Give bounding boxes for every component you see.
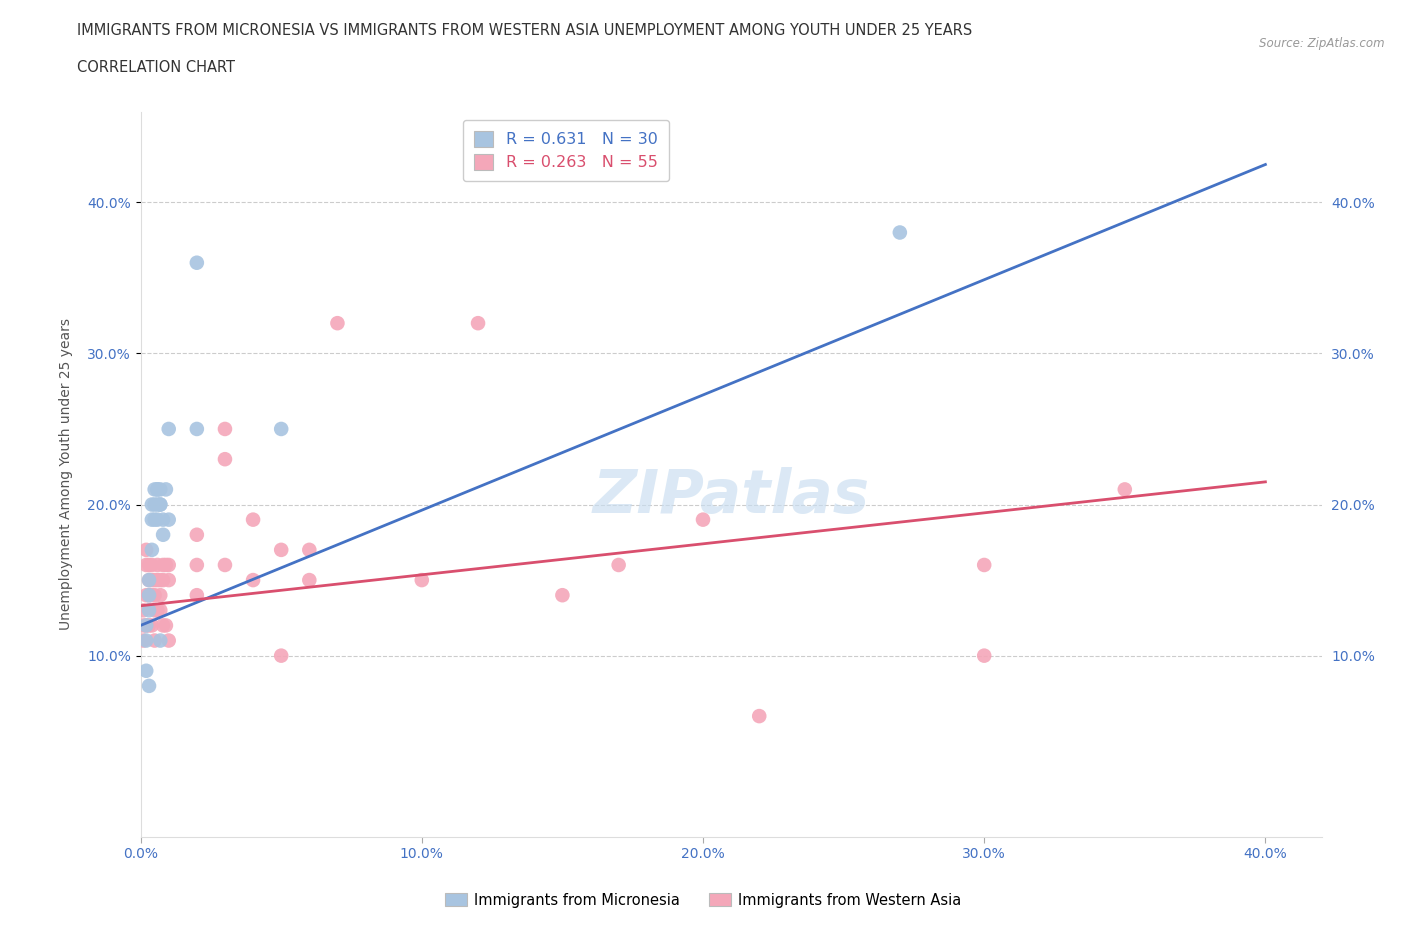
Point bbox=[141, 542, 163, 557]
Legend: R = 0.631   N = 30, R = 0.263   N = 55: R = 0.631 N = 30, R = 0.263 N = 55 bbox=[463, 120, 669, 181]
Point bbox=[143, 482, 166, 497]
Point bbox=[138, 679, 160, 694]
Point bbox=[132, 603, 155, 618]
Point bbox=[152, 618, 174, 633]
Point bbox=[143, 633, 166, 648]
Point bbox=[270, 648, 292, 663]
Point bbox=[146, 482, 169, 497]
Point bbox=[135, 633, 157, 648]
Point bbox=[143, 588, 166, 603]
Point bbox=[186, 527, 208, 542]
Point bbox=[149, 498, 172, 512]
Text: CORRELATION CHART: CORRELATION CHART bbox=[77, 60, 235, 75]
Point bbox=[270, 542, 292, 557]
Point bbox=[186, 421, 208, 436]
Point bbox=[138, 558, 160, 573]
Point bbox=[143, 603, 166, 618]
Point bbox=[152, 527, 174, 542]
Point bbox=[146, 573, 169, 588]
Point bbox=[157, 573, 180, 588]
Point bbox=[186, 588, 208, 603]
Point bbox=[298, 542, 321, 557]
Point bbox=[551, 588, 574, 603]
Point bbox=[692, 512, 714, 527]
Point bbox=[411, 573, 433, 588]
Point bbox=[214, 558, 236, 573]
Point bbox=[973, 558, 995, 573]
Point bbox=[143, 498, 166, 512]
Point bbox=[607, 558, 630, 573]
Point bbox=[146, 558, 169, 573]
Point bbox=[135, 618, 157, 633]
Point bbox=[135, 558, 157, 573]
Point bbox=[155, 618, 177, 633]
Point bbox=[143, 512, 166, 527]
Point bbox=[146, 603, 169, 618]
Point bbox=[141, 573, 163, 588]
Point bbox=[141, 618, 163, 633]
Point bbox=[141, 512, 163, 527]
Point bbox=[186, 558, 208, 573]
Point bbox=[138, 573, 160, 588]
Point bbox=[298, 573, 321, 588]
Point bbox=[146, 498, 169, 512]
Point bbox=[135, 588, 157, 603]
Point bbox=[138, 603, 160, 618]
Point bbox=[138, 588, 160, 603]
Point bbox=[149, 482, 172, 497]
Point bbox=[889, 225, 911, 240]
Point bbox=[141, 498, 163, 512]
Point bbox=[157, 421, 180, 436]
Point bbox=[152, 558, 174, 573]
Point bbox=[326, 316, 349, 331]
Point bbox=[467, 316, 489, 331]
Point bbox=[149, 603, 172, 618]
Point bbox=[135, 618, 157, 633]
Point bbox=[157, 512, 180, 527]
Point bbox=[157, 633, 180, 648]
Point bbox=[132, 633, 155, 648]
Point bbox=[186, 256, 208, 271]
Text: ZIPatlas: ZIPatlas bbox=[592, 467, 870, 525]
Point bbox=[242, 573, 264, 588]
Point bbox=[1114, 482, 1136, 497]
Point bbox=[141, 558, 163, 573]
Point bbox=[214, 421, 236, 436]
Point bbox=[149, 498, 172, 512]
Point bbox=[748, 709, 770, 724]
Point bbox=[270, 421, 292, 436]
Point bbox=[152, 512, 174, 527]
Point bbox=[138, 588, 160, 603]
Text: Source: ZipAtlas.com: Source: ZipAtlas.com bbox=[1260, 37, 1385, 50]
Point bbox=[149, 588, 172, 603]
Point bbox=[143, 573, 166, 588]
Point bbox=[141, 588, 163, 603]
Point bbox=[149, 573, 172, 588]
Point bbox=[155, 558, 177, 573]
Y-axis label: Unemployment Among Youth under 25 years: Unemployment Among Youth under 25 years bbox=[59, 318, 73, 631]
Point bbox=[146, 482, 169, 497]
Point bbox=[152, 573, 174, 588]
Point bbox=[157, 558, 180, 573]
Point bbox=[146, 512, 169, 527]
Point bbox=[149, 633, 172, 648]
Point bbox=[973, 648, 995, 663]
Point bbox=[138, 573, 160, 588]
Point bbox=[138, 618, 160, 633]
Point bbox=[242, 512, 264, 527]
Point bbox=[155, 482, 177, 497]
Point bbox=[214, 452, 236, 467]
Text: IMMIGRANTS FROM MICRONESIA VS IMMIGRANTS FROM WESTERN ASIA UNEMPLOYMENT AMONG YO: IMMIGRANTS FROM MICRONESIA VS IMMIGRANTS… bbox=[77, 23, 973, 38]
Legend: Immigrants from Micronesia, Immigrants from Western Asia: Immigrants from Micronesia, Immigrants f… bbox=[439, 886, 967, 913]
Point bbox=[135, 663, 157, 678]
Point bbox=[132, 618, 155, 633]
Point bbox=[135, 542, 157, 557]
